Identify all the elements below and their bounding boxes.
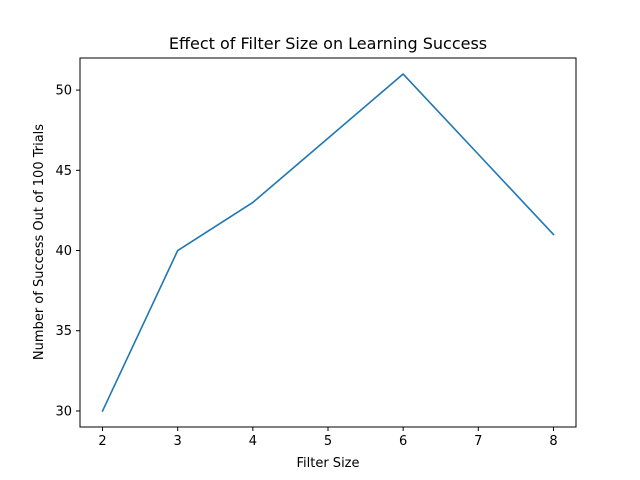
x-axis-label: Filter Size	[296, 456, 359, 471]
y-tick-label: 30	[55, 404, 72, 419]
series-line-0	[101, 73, 555, 413]
y-tick-label: 45	[55, 164, 72, 179]
x-tick-label: 2	[98, 434, 106, 449]
x-tick-label: 8	[549, 434, 557, 449]
series-layer	[101, 73, 555, 413]
x-tick-label: 7	[474, 434, 482, 449]
y-axis-label: Number of Success Out of 100 Trials	[32, 124, 47, 360]
x-tick-label: 3	[174, 434, 182, 449]
x-tick-label: 6	[399, 434, 407, 449]
chart-title: Effect of Filter Size on Learning Succes…	[169, 34, 487, 53]
y-tick-label: 35	[55, 324, 72, 339]
x-tick-label: 5	[324, 434, 332, 449]
y-axis-ticks: 30 35 40 45 50	[55, 84, 80, 419]
x-tick-label: 4	[249, 434, 257, 449]
x-axis-ticks: 2 3 4 5 6 7 8	[98, 427, 558, 449]
y-tick-label: 50	[55, 84, 72, 99]
y-tick-label: 40	[55, 244, 72, 259]
